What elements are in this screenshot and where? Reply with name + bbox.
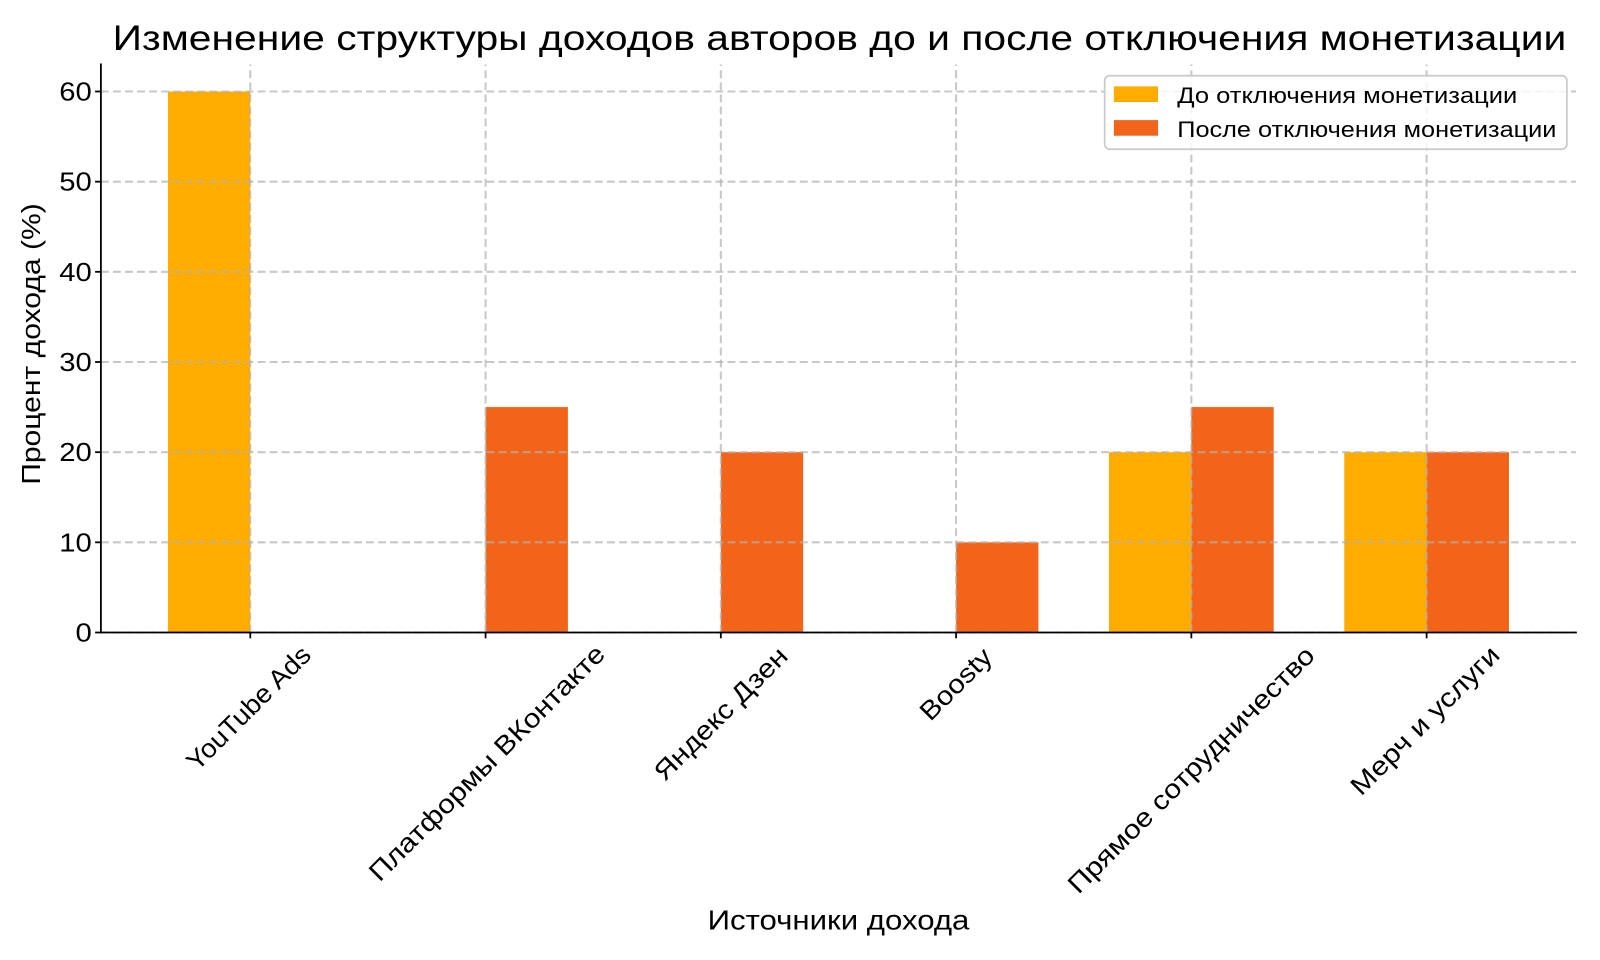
svg-text:40: 40 bbox=[59, 259, 92, 287]
svg-text:50: 50 bbox=[59, 169, 92, 197]
svg-text:После отключения монетизации: После отключения монетизации bbox=[1177, 117, 1556, 142]
svg-text:0: 0 bbox=[76, 620, 92, 648]
svg-text:60: 60 bbox=[59, 79, 92, 107]
svg-text:Процент дохода (%): Процент дохода (%) bbox=[16, 203, 46, 485]
svg-text:10: 10 bbox=[59, 529, 92, 557]
svg-text:До отключения монетизации: До отключения монетизации bbox=[1177, 83, 1517, 108]
svg-text:Источники дохода: Источники дохода bbox=[708, 904, 971, 935]
svg-text:Изменение структуры доходов ав: Изменение структуры доходов авторов до и… bbox=[113, 18, 1567, 58]
svg-text:30: 30 bbox=[59, 349, 92, 377]
svg-text:20: 20 bbox=[59, 439, 92, 467]
